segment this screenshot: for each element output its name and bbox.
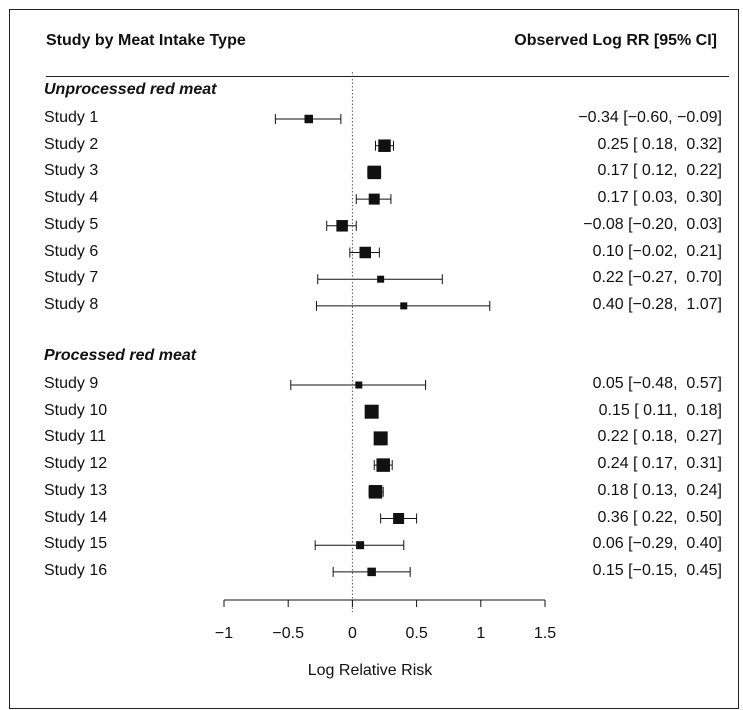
point-estimate	[364, 404, 379, 419]
study-label: Study 16	[44, 561, 108, 579]
study-label: Study 12	[44, 455, 108, 473]
study-label: Study 5	[44, 215, 99, 233]
estimate-ci-text: 0.22 [−0.27, 0.70]	[592, 269, 722, 287]
study-label: Study 6	[44, 242, 99, 260]
x-tick-label: 1.5	[534, 625, 556, 642]
x-tick-label: −0.5	[272, 625, 304, 642]
estimate-ci-text: 0.40 [−0.28, 1.07]	[592, 295, 722, 313]
study-label: Study 10	[44, 401, 108, 419]
x-tick-label: −1	[215, 625, 233, 642]
point-estimate	[373, 431, 388, 446]
column-header-study: Study by Meat Intake Type	[46, 32, 246, 49]
x-tick-label: 0	[348, 625, 357, 642]
point-estimate	[368, 193, 380, 205]
point-estimate	[367, 165, 381, 180]
header-rule	[46, 76, 729, 77]
estimate-ci-text: −0.08 [−0.20, 0.03]	[583, 215, 722, 233]
estimate-ci-text: 0.24 [ 0.17, 0.31]	[597, 455, 722, 473]
study-label: Study 9	[44, 375, 99, 392]
study-label: Study 7	[44, 269, 99, 287]
estimate-ci-text: 0.06 [−0.29, 0.40]	[592, 535, 722, 553]
point-estimate	[377, 275, 385, 283]
study-label: Study 1	[44, 109, 99, 126]
study-label: Study 11	[44, 428, 106, 446]
estimate-ci-text: 0.15 [ 0.11, 0.18]	[598, 401, 722, 419]
study-label: Study 15	[44, 535, 108, 553]
study-label: Study 13	[44, 481, 108, 499]
estimate-ci-text: 0.15 [−0.15, 0.45]	[592, 561, 722, 579]
point-estimate	[304, 114, 313, 124]
study-label: Study 3	[44, 162, 99, 180]
point-estimate	[359, 246, 371, 259]
point-estimate	[368, 485, 383, 499]
group-label: Processed red meat	[44, 347, 197, 364]
estimate-ci-text: −0.34 [−0.60, −0.09]	[578, 109, 722, 126]
point-estimate	[355, 381, 363, 389]
point-estimate	[393, 513, 405, 524]
group-label: Unprocessed red meat	[44, 81, 217, 98]
column-header-estimate: Observed Log RR [95% CI]	[514, 32, 717, 49]
point-estimate	[378, 139, 391, 152]
point-estimate	[400, 302, 408, 310]
estimate-ci-text: 0.22 [ 0.18, 0.27]	[597, 428, 722, 446]
point-estimate	[356, 541, 365, 550]
study-label: Study 2	[44, 135, 99, 153]
estimate-ci-text: 0.10 [−0.02, 0.21]	[592, 242, 722, 260]
study-label: Study 8	[44, 295, 99, 313]
x-axis-title: Log Relative Risk	[307, 662, 433, 679]
point-estimate	[336, 220, 348, 232]
estimate-ci-text: 0.05 [−0.48, 0.57]	[592, 375, 722, 392]
study-label: Study 4	[44, 189, 99, 207]
estimate-ci-text: 0.18 [ 0.13, 0.24]	[597, 481, 722, 499]
estimate-ci-text: 0.25 [ 0.18, 0.32]	[597, 135, 722, 153]
x-tick-label: 1	[476, 625, 485, 642]
estimate-ci-text: 0.36 [ 0.22, 0.50]	[597, 508, 722, 526]
x-tick-label: 0.5	[405, 625, 427, 642]
chart-frame: Study by Meat Intake Type Observed Log R…	[9, 9, 739, 709]
study-label: Study 14	[44, 508, 108, 526]
estimate-ci-text: 0.17 [ 0.03, 0.30]	[597, 189, 722, 207]
point-estimate	[367, 567, 376, 577]
estimate-ci-text: 0.17 [ 0.12, 0.22]	[597, 162, 722, 180]
point-estimate	[376, 458, 390, 472]
